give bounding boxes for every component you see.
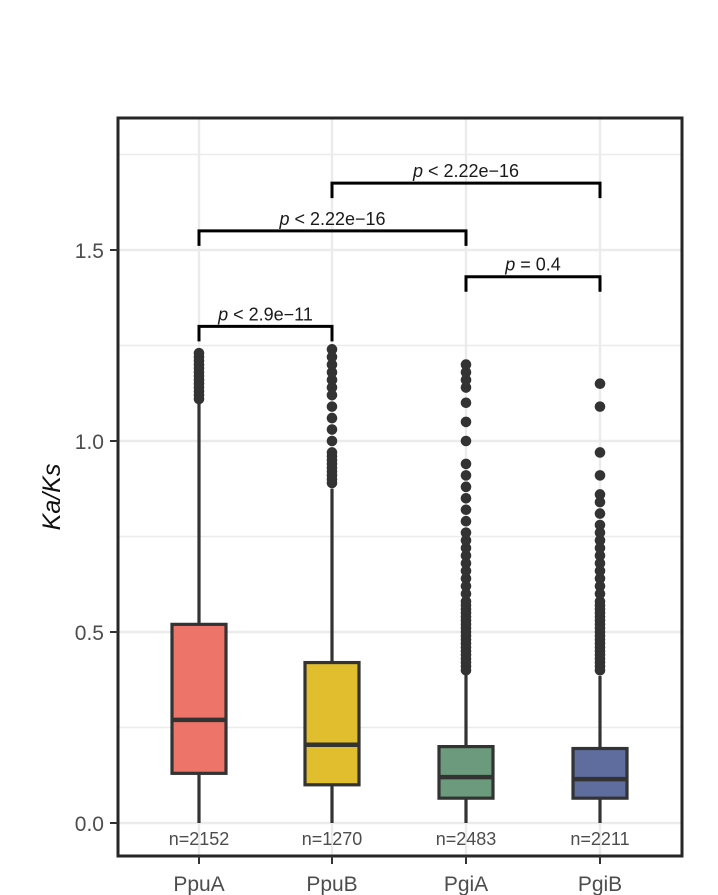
outlier-point (460, 435, 472, 447)
outlier-point (460, 416, 472, 428)
outlier-point (326, 344, 338, 355)
outlier-point (326, 435, 338, 447)
significance-label: p = 0.4 (504, 255, 561, 275)
outlier-point (460, 382, 472, 393)
outlier-point (326, 382, 338, 393)
outlier-point (594, 535, 606, 546)
outlier-point (594, 573, 606, 584)
y-tick-label: 0.0 (75, 813, 104, 836)
outlier-point (594, 557, 606, 569)
outlier-point (594, 489, 606, 500)
outlier-point (594, 527, 606, 538)
outlier-point (460, 366, 472, 378)
count-label: n=2483 (436, 829, 497, 849)
outlier-point (594, 496, 606, 508)
outlier-point (460, 527, 472, 538)
outlier-point (594, 470, 606, 481)
whisker-layer (197, 402, 602, 823)
panel-border (116, 116, 684, 858)
outlier-point (594, 542, 606, 554)
outlier-point (326, 401, 338, 412)
outlier-point (326, 424, 338, 435)
axis-layer: 0.0 0.5 1.0 1.5 PpuA PpuB PgiA PgiB (75, 240, 622, 895)
outlier-point (326, 447, 338, 458)
count-label: n=2152 (169, 829, 230, 849)
y-tick-label: 1.5 (75, 240, 104, 263)
outlier-point (460, 493, 472, 504)
significance-bracket (197, 324, 334, 342)
significance-label: p < 2.22e−16 (278, 209, 385, 229)
count-label-layer: n=2152 n=1270 n=2483 n=2211 (169, 829, 630, 849)
x-tick-label: PpuB (306, 873, 357, 895)
significance-bracket (197, 229, 468, 246)
outlier-point (326, 366, 338, 378)
outlier-layer (193, 344, 606, 676)
outlier-point (594, 508, 606, 519)
outlier-point (594, 378, 606, 390)
outlier-point (460, 550, 472, 561)
outlier-point (594, 519, 606, 531)
y-tick-label: 1.0 (75, 431, 104, 454)
outlier-point (594, 565, 606, 577)
outlier-point (460, 470, 472, 481)
x-tick-label: PgiA (444, 873, 488, 895)
outlier-point (326, 351, 338, 363)
outlier-point (594, 588, 606, 600)
outlier-point (594, 596, 606, 607)
outlier-point (460, 565, 472, 577)
significance-label: p < 2.22e−16 (412, 161, 519, 181)
box-ppua (170, 622, 228, 775)
outlier-point (594, 401, 606, 412)
outlier-point (460, 580, 472, 592)
significance-bracket (464, 275, 602, 292)
outlier-point (594, 580, 606, 592)
box-ppub (303, 660, 361, 787)
outlier-point (594, 550, 606, 561)
significance-bracket (330, 181, 602, 199)
outlier-point (460, 359, 472, 370)
outlier-point (460, 573, 472, 584)
outlier-point (326, 359, 338, 370)
outlier-point (460, 596, 472, 607)
outlier-point (460, 397, 472, 409)
outlier-point (460, 374, 472, 386)
count-label: n=1270 (302, 829, 363, 849)
y-tick-label: 0.5 (75, 622, 104, 645)
significance-label: p < 2.9e−11 (217, 304, 313, 324)
outlier-point (460, 557, 472, 569)
outlier-point (460, 504, 472, 516)
box-pgib (571, 746, 629, 800)
outlier-point (460, 515, 472, 527)
outlier-point (460, 458, 472, 470)
count-label: n=2211 (570, 829, 629, 849)
x-tick-label: PpuA (173, 873, 224, 895)
outlier-point (460, 588, 472, 600)
box-pgia (437, 744, 495, 800)
outlier-point (326, 389, 338, 401)
y-axis-title: Ka/Ks (38, 464, 66, 531)
outlier-point (460, 542, 472, 554)
outlier-point (326, 412, 338, 424)
x-tick-label: PgiB (578, 873, 622, 895)
outlier-point (594, 447, 606, 458)
outlier-point (460, 535, 472, 546)
outlier-point (326, 374, 338, 386)
box-layer (170, 622, 629, 800)
outlier-point (460, 481, 472, 493)
significance-layer: p < 2.9e−11 p < 2.22e−16 p < 2.22e−16 p = 0… (197, 161, 602, 342)
outlier-point (193, 347, 205, 359)
